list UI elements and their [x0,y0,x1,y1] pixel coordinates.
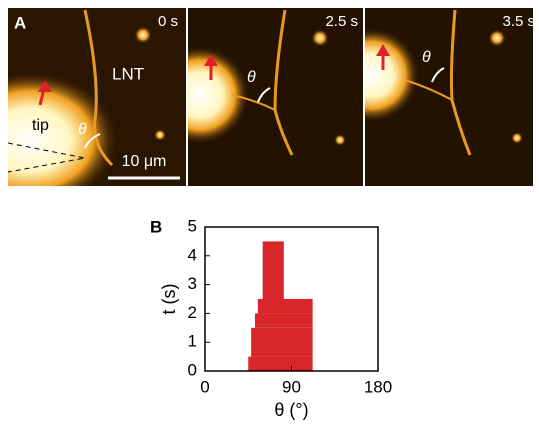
y-tick-label: 4 [188,245,197,264]
tip-label: tip [32,117,49,134]
frame-time: 2.5 s [325,13,358,30]
x-tick-label: 180 [364,377,392,396]
range-bar [263,241,284,299]
x-tick-label: 90 [282,377,301,396]
frame-time: 0 s [158,13,178,30]
theta-label: θ [78,121,87,138]
lnt-label: LNT [112,64,144,83]
scale-bar-label: 10 μm [122,153,167,170]
range-bar [248,357,312,371]
figure: A 0 s 2.5 s 3.5 s LNT tip θ θ θ 10 μm 0 9… [0,0,539,426]
panel-label: A [14,13,26,32]
y-tick-label: 3 [188,274,197,293]
panel-label: B [150,217,162,236]
y-tick-label: 1 [188,332,197,351]
theta-label: θ [422,49,431,66]
theta-label: θ [247,69,256,86]
y-tick-label: 5 [188,216,197,235]
x-axis-title: θ (°) [274,400,308,420]
range-bar [251,328,313,357]
y-tick-label: 0 [188,360,197,379]
y-tick-label: 2 [188,303,197,322]
x-tick-label: 0 [200,377,209,396]
frame-time: 3.5 s [502,13,535,30]
micrograph-1 [0,8,186,210]
y-axis-title: t (s) [159,284,179,315]
range-bar [255,313,313,327]
chart: 0 90 180 0 1 2 3 4 5 θ (°) t (s) B [150,216,392,419]
range-bar [258,299,313,313]
